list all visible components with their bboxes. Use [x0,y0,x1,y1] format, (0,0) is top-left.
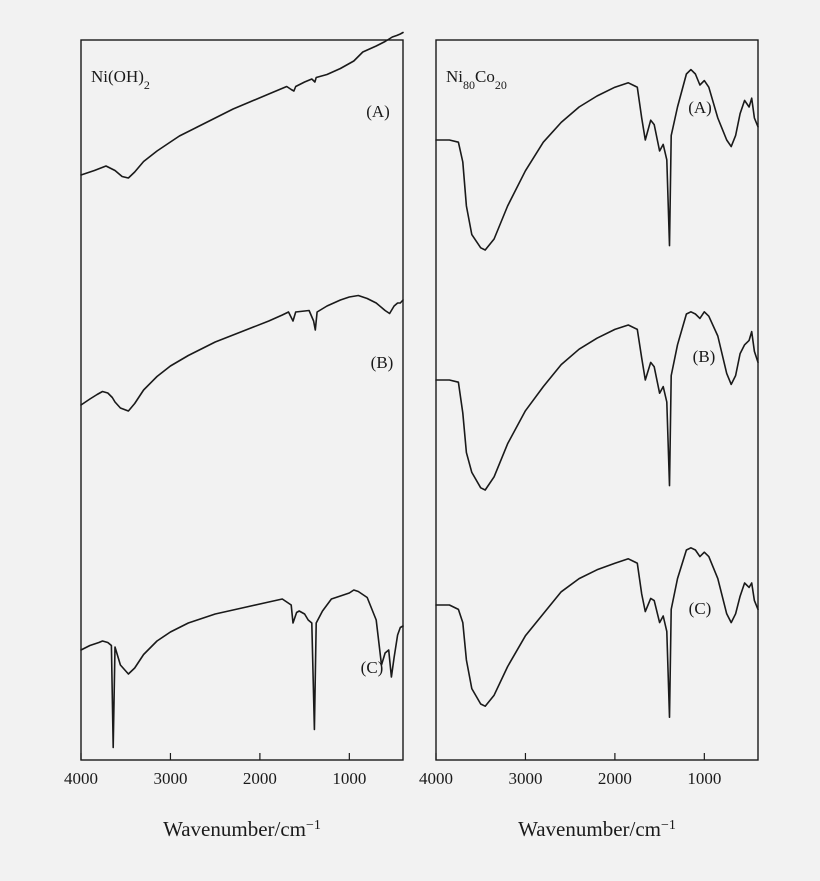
panel-ni80co20: Ni80Co20 4000 3000 2000 1000 (A) (B) (C) Wave… [419,39,759,841]
panel-right-series: (A) (B) (C) [435,68,759,718]
panel-left-series: (A) (B) (C) [80,31,404,749]
right-x-tick-label-4000: 4000 [419,769,453,788]
left-spectrum-c [80,589,404,749]
panel-right-x-axis-label: Wavenumber/cm−1 [518,817,676,841]
panel-left-x-ticks: 4000 3000 2000 1000 [64,753,366,788]
right-spectrum-label-a: (A) [688,98,712,117]
right-spectrum-b [435,311,759,491]
panel-right-x-ticks: 4000 3000 2000 1000 [419,753,721,788]
right-x-tick-label-2000: 2000 [598,769,632,788]
panel-left-title: Ni(OH)2 [91,67,150,92]
left-spectrum-b [80,294,404,412]
left-spectrum-a [80,31,404,179]
panel-left-frame [80,39,404,761]
left-spectrum-label-c: (C) [361,658,384,677]
panel-left-x-axis-label: Wavenumber/cm−1 [163,817,321,841]
right-spectrum-label-c: (C) [689,599,712,618]
left-x-tick-label-1000: 1000 [332,769,366,788]
panel-ni-oh2: Ni(OH)2 4000 3000 2000 1000 (A) (B) (C) Waven… [64,31,404,841]
right-spectrum-a [435,68,759,251]
left-x-tick-label-4000: 4000 [64,769,98,788]
left-spectrum-label-b: (B) [371,353,394,372]
left-x-tick-label-3000: 3000 [153,769,187,788]
right-spectrum-label-b: (B) [693,347,716,366]
left-x-tick-label-2000: 2000 [243,769,277,788]
panel-right-frame [435,39,759,761]
left-spectrum-label-a: (A) [366,102,390,121]
right-x-tick-label-1000: 1000 [687,769,721,788]
panel-right-title: Ni80Co20 [446,67,507,92]
right-x-tick-label-3000: 3000 [508,769,542,788]
right-spectrum-c [435,547,759,718]
